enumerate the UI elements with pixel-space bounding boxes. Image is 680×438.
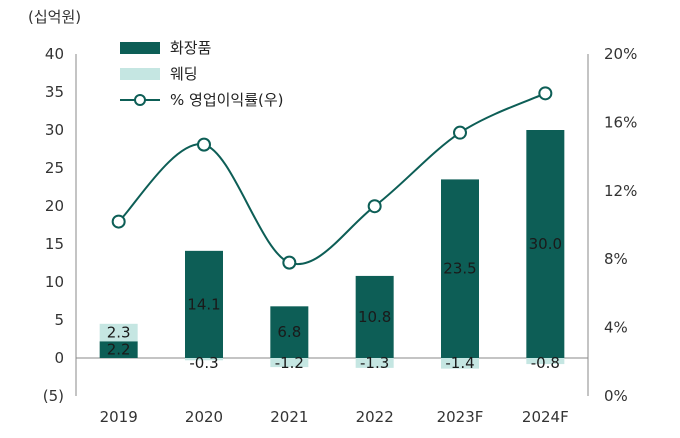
label-cosmetics: 14.1 [187, 295, 220, 313]
left-tick-label: (5) [43, 387, 64, 405]
label-wedding: -1.3 [360, 354, 389, 372]
category-label: 2023F [437, 408, 484, 426]
bar-cosmetics [526, 130, 565, 358]
label-wedding: -0.8 [531, 354, 560, 372]
left-tick-label: 10 [45, 273, 64, 291]
left-tick-label: 40 [45, 45, 64, 63]
label-cosmetics: 23.5 [443, 260, 476, 278]
margin-point [538, 86, 553, 101]
right-tick-label: 8% [604, 250, 628, 268]
legend-swatch-wedding [120, 68, 160, 80]
bars [99, 130, 565, 369]
bar-wedding [270, 358, 309, 368]
left-tick-label: 20 [45, 197, 64, 215]
margin-line-path [117, 92, 546, 266]
bar-cosmetics [355, 275, 394, 358]
category-label: 2021 [270, 408, 308, 426]
category-label: 2019 [100, 408, 138, 426]
bar-wedding [441, 358, 479, 369]
margin-point [453, 125, 467, 140]
legend-label-margin: % 영업이익률(우) [170, 91, 284, 109]
data-labels: 2.22.3 14.1 -0.3 6.8 -1.2 10.8 -1.3 23.5 -1.4 30.… [107, 235, 562, 372]
right-tick-label: 12% [604, 182, 637, 200]
label-cosmetics: 30.0 [529, 235, 562, 253]
margin-point [367, 199, 382, 214]
label-cosmetics: 6.8 [277, 323, 301, 341]
left-axis-unit-label: (십억원) [28, 8, 81, 26]
right-tick-label: 0% [604, 387, 628, 405]
right-tick-label: 20% [604, 45, 637, 63]
left-tick-label: 25 [45, 159, 64, 177]
label-wedding: -1.2 [275, 354, 304, 372]
bar-wedding [99, 323, 138, 342]
category-label: 2022 [356, 408, 394, 426]
label-wedding: 2.3 [107, 324, 131, 342]
left-tick-label: 35 [45, 83, 64, 101]
bar-cosmetics [270, 306, 309, 358]
category-label: 2024F [522, 408, 569, 426]
bar-wedding [526, 358, 565, 365]
left-tick-label: 5 [54, 311, 64, 329]
bar-cosmetics [99, 341, 138, 358]
left-tick-label: 0 [54, 349, 64, 367]
axes: 40 35 30 25 20 15 10 5 0 (5) 20% 16% 12% 8% 4% 0% 2019 20… [43, 45, 638, 426]
legend-label-wedding: 웨딩 [170, 65, 198, 83]
left-tick-label: 30 [45, 121, 64, 139]
margin-point [282, 255, 297, 270]
legend-swatch-cosmetics [120, 42, 160, 54]
label-cosmetics: 10.8 [358, 308, 391, 326]
margin-point [197, 137, 211, 152]
legend-marker-margin [134, 94, 146, 106]
right-tick-label: 16% [604, 113, 637, 131]
label-wedding: -1.4 [445, 354, 474, 372]
bar-cosmetics [185, 250, 223, 358]
label-cosmetics: 2.2 [107, 341, 131, 359]
right-tick-label: 4% [604, 319, 628, 337]
bar-wedding [185, 358, 223, 361]
bar-wedding [355, 358, 394, 368]
bar-cosmetics [441, 179, 479, 358]
label-wedding: -0.3 [189, 354, 218, 372]
legend-label-cosmetics: 화장품 [170, 39, 211, 57]
left-tick-label: 15 [45, 235, 64, 253]
margin-point [111, 214, 126, 229]
margin-line [111, 86, 553, 270]
category-label: 2020 [185, 408, 223, 426]
